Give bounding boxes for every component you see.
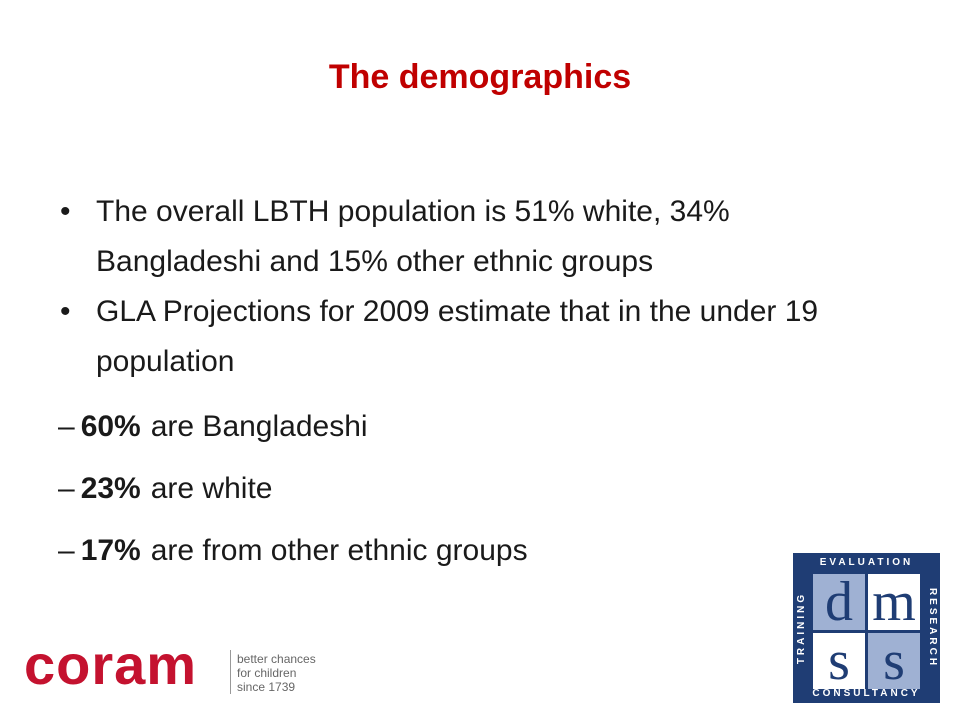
sub-text: are Bangladeshi bbox=[150, 410, 368, 443]
logo-edge-text: EVALUATION bbox=[819, 557, 914, 568]
bullet-item: • The overall LBTH population is 51% whit… bbox=[60, 187, 900, 287]
logo-grid: d m s s bbox=[813, 574, 920, 689]
logo-edge-text: RESEARCH bbox=[927, 587, 938, 669]
sub-text: are from other ethnic groups bbox=[150, 534, 528, 567]
logo-letter: m bbox=[868, 574, 920, 630]
bullet-text: The overall LBTH population is 51% white… bbox=[96, 195, 730, 278]
separator bbox=[230, 650, 231, 694]
sub-bold: 17% bbox=[80, 534, 141, 567]
logo-letter: d bbox=[813, 574, 865, 630]
logo-name: coram bbox=[24, 633, 198, 696]
sub-item: –23% are white bbox=[58, 464, 272, 514]
logo-letter: s bbox=[868, 633, 920, 689]
tagline: better chances bbox=[237, 652, 316, 666]
sub-bold: 60% bbox=[80, 410, 141, 443]
sub-marker: – bbox=[58, 534, 75, 567]
tagline: for children bbox=[237, 666, 297, 680]
sub-marker: – bbox=[58, 410, 75, 443]
sub-bold: 23% bbox=[80, 472, 141, 505]
bullet-marker: • bbox=[60, 295, 71, 328]
logo-edge-text: CONSULTANCY bbox=[812, 688, 921, 699]
sub-item: –17% are from other ethnic groups bbox=[58, 526, 528, 576]
sub-item: –60% are Bangladeshi bbox=[58, 402, 368, 452]
dms-logo: EVALUATION CONSULTANCY RESEARCH TRAINING… bbox=[793, 553, 940, 703]
sub-marker: – bbox=[58, 472, 75, 505]
logo-edge-text: TRAINING bbox=[796, 591, 807, 665]
coram-logo: coram better chances for children since … bbox=[24, 633, 324, 700]
bullet-text: GLA Projections for 2009 estimate that i… bbox=[96, 295, 819, 378]
slide-title: The demographics bbox=[328, 58, 632, 96]
bullet-item: • GLA Projections for 2009 estimate that … bbox=[60, 287, 900, 387]
bullet-marker: • bbox=[60, 195, 71, 228]
tagline: since 1739 bbox=[237, 680, 296, 694]
logo-letter: s bbox=[813, 633, 865, 689]
sub-text: are white bbox=[150, 472, 273, 505]
